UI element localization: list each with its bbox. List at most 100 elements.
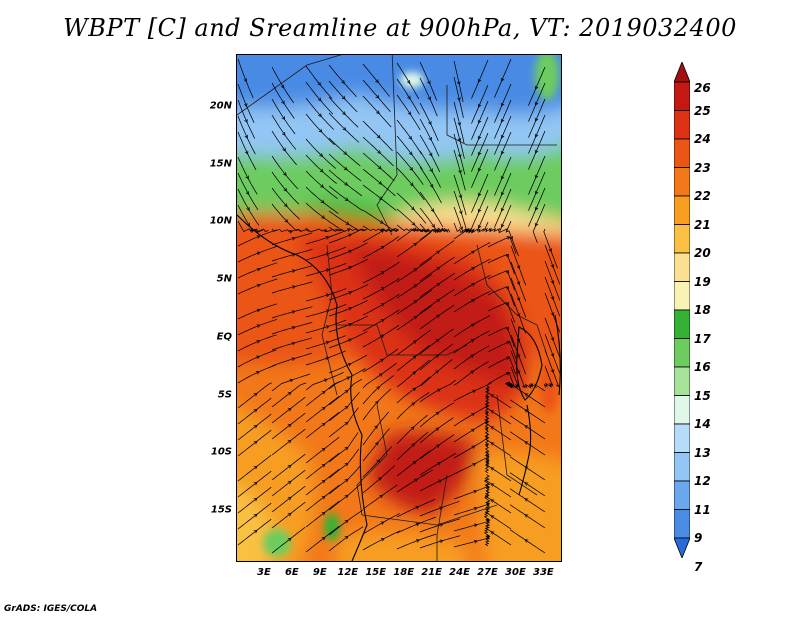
streamline [328,210,365,232]
streamlines [237,58,561,554]
lon-tick-label: 12E [337,567,359,578]
streamline [419,501,460,517]
streamline [237,262,278,279]
streamline [237,382,272,409]
streamline [396,78,420,115]
streamline [505,220,519,257]
streamline-arrow [500,118,505,123]
streamline [419,417,454,444]
streamline [305,113,335,146]
colorbar-tick-label: 26 [694,81,711,95]
streamline [494,172,512,212]
streamline-arrow [282,147,286,152]
streamline [485,523,512,546]
streamline [305,65,333,100]
streamline-arrow [253,440,258,445]
streamline-arrow [509,236,513,241]
streamline-arrow [341,95,346,100]
streamline-arrow [321,390,326,395]
streamline [396,289,432,315]
streamline [487,326,515,347]
streamline [487,286,515,307]
streamline [396,498,436,518]
streamline-arrow [246,206,250,211]
streamline [544,292,561,333]
lat-tick-label: 20N [209,100,232,112]
streamline [509,472,546,497]
streamline [237,397,272,425]
streamline-arrow [534,174,539,179]
streamline-arrow [256,308,261,313]
streamline-arrow [291,285,296,289]
streamline-arrow [244,150,249,155]
streamline-arrow [342,126,347,131]
streamline [328,137,361,167]
streamline-arrow [457,138,462,142]
streamline [485,432,512,457]
streamline-arrow [437,388,442,393]
streamline [328,354,368,374]
streamline-arrow [411,221,416,226]
streamline-arrow [516,354,521,359]
streamline [271,228,309,233]
streamline-arrow [343,151,348,155]
streamline [328,483,362,511]
streamline-arrow [341,80,345,84]
colorbar-swatch [674,423,690,453]
streamline-arrow [321,479,326,484]
streamline-arrow [281,131,286,136]
streamline-arrow [243,78,248,83]
colorbar-tick-label: 18 [694,303,711,317]
streamline-arrow [484,427,489,431]
streamline [271,187,301,220]
streamline [419,118,440,157]
streamline-arrow [253,392,258,397]
streamline-arrow [550,337,555,342]
streamline-arrow [413,315,418,320]
streamline-arrow [490,483,495,487]
streamline-arrow [473,506,478,511]
streamline [305,288,347,302]
streamline-arrow [291,357,296,361]
streamline [237,204,264,233]
streamline-arrow [505,270,510,275]
streamline [328,96,359,128]
streamline-arrow [380,319,385,323]
streamline [271,265,313,278]
streamline-arrow [489,228,493,233]
streamline-arrow [344,446,349,451]
lon-tick-label: 15E [365,567,387,578]
streamline [509,456,546,481]
streamline [543,228,558,269]
streamline [237,58,254,99]
streamline-arrow [325,356,330,361]
colorbar-swatch [674,537,690,558]
streamline [237,188,260,226]
streamline-arrow [413,340,417,344]
streamline-arrow [466,229,471,233]
streamline [396,305,432,331]
streamline [237,319,278,336]
streamline-arrow [256,355,261,360]
streamline-arrow [343,166,348,171]
streamline [453,133,466,175]
streamline [362,63,390,97]
streamline-arrow [321,215,326,219]
streamline-arrow [529,383,533,388]
streamline-arrow [439,539,444,544]
streamline [485,506,512,530]
streamline [453,290,491,313]
streamline [271,281,313,294]
streamline-arrow [289,378,294,383]
streamline-arrow [344,462,349,467]
streamline [362,95,392,128]
streamline-arrow [428,136,432,141]
streamline-arrow [256,283,261,288]
streamline-arrow [505,372,510,376]
streamline [328,228,368,244]
streamline-arrow [436,266,441,271]
streamline-arrow [490,499,495,503]
streamline-arrow [347,362,352,367]
streamline [271,130,297,166]
streamline [328,368,366,390]
